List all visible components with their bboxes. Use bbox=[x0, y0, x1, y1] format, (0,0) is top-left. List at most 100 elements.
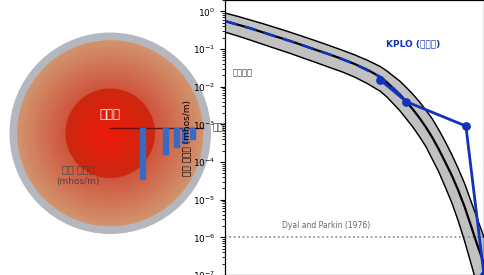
Circle shape bbox=[55, 78, 166, 189]
Circle shape bbox=[10, 33, 210, 233]
Circle shape bbox=[87, 110, 133, 156]
Circle shape bbox=[107, 130, 114, 137]
Circle shape bbox=[96, 119, 124, 148]
Circle shape bbox=[71, 94, 150, 172]
Circle shape bbox=[57, 80, 164, 186]
Circle shape bbox=[109, 132, 111, 134]
Circle shape bbox=[100, 123, 121, 144]
Circle shape bbox=[42, 65, 179, 201]
Circle shape bbox=[33, 56, 188, 211]
Circle shape bbox=[64, 87, 156, 180]
Circle shape bbox=[43, 66, 177, 200]
Circle shape bbox=[79, 102, 141, 164]
Text: 전기 전도도: 전기 전도도 bbox=[62, 164, 94, 174]
Circle shape bbox=[105, 128, 116, 139]
Circle shape bbox=[108, 131, 112, 136]
Circle shape bbox=[92, 115, 129, 152]
Circle shape bbox=[69, 92, 152, 175]
Circle shape bbox=[86, 109, 135, 158]
Circle shape bbox=[18, 41, 203, 226]
Circle shape bbox=[106, 129, 115, 138]
Bar bbox=[182, 128, 187, 142]
Circle shape bbox=[60, 84, 160, 183]
Circle shape bbox=[60, 82, 161, 184]
Circle shape bbox=[94, 117, 126, 149]
Circle shape bbox=[80, 103, 140, 163]
Circle shape bbox=[28, 51, 192, 215]
Bar bbox=[190, 128, 195, 139]
Circle shape bbox=[67, 90, 153, 176]
Circle shape bbox=[34, 57, 186, 210]
Circle shape bbox=[67, 90, 153, 176]
Circle shape bbox=[24, 47, 197, 220]
Circle shape bbox=[61, 85, 159, 182]
Circle shape bbox=[49, 72, 171, 194]
Circle shape bbox=[95, 118, 126, 149]
Y-axis label: 전기 전도도 (mhos/m): 전기 전도도 (mhos/m) bbox=[182, 100, 192, 175]
Text: 예측범위: 예측범위 bbox=[233, 69, 253, 78]
Circle shape bbox=[70, 93, 151, 174]
Text: 달중심: 달중심 bbox=[100, 108, 121, 121]
Circle shape bbox=[102, 125, 119, 142]
Circle shape bbox=[74, 97, 147, 170]
Circle shape bbox=[36, 59, 184, 207]
Circle shape bbox=[54, 77, 167, 190]
Circle shape bbox=[45, 67, 176, 199]
Circle shape bbox=[37, 60, 183, 206]
Circle shape bbox=[73, 96, 148, 171]
Circle shape bbox=[79, 102, 141, 164]
Circle shape bbox=[39, 62, 182, 205]
Circle shape bbox=[88, 111, 132, 155]
Circle shape bbox=[101, 124, 120, 142]
Circle shape bbox=[82, 106, 138, 161]
Circle shape bbox=[46, 70, 174, 197]
Text: (mhos/m): (mhos/m) bbox=[56, 177, 100, 186]
Bar bbox=[174, 128, 179, 147]
Circle shape bbox=[76, 99, 144, 167]
Circle shape bbox=[52, 76, 168, 191]
Circle shape bbox=[56, 79, 165, 188]
Circle shape bbox=[83, 106, 138, 161]
Circle shape bbox=[85, 108, 136, 159]
Circle shape bbox=[104, 127, 117, 140]
Circle shape bbox=[19, 42, 201, 224]
Circle shape bbox=[97, 120, 123, 147]
Circle shape bbox=[27, 50, 194, 216]
Circle shape bbox=[73, 96, 147, 170]
Circle shape bbox=[82, 104, 139, 162]
Circle shape bbox=[75, 97, 146, 169]
Circle shape bbox=[90, 112, 131, 154]
Circle shape bbox=[78, 101, 143, 166]
Circle shape bbox=[30, 53, 191, 214]
Circle shape bbox=[51, 74, 169, 192]
Circle shape bbox=[80, 103, 140, 163]
Circle shape bbox=[97, 120, 123, 146]
Circle shape bbox=[68, 91, 152, 175]
Circle shape bbox=[100, 123, 120, 143]
Point bbox=[377, 78, 384, 82]
Circle shape bbox=[35, 58, 185, 208]
Circle shape bbox=[22, 45, 198, 221]
Circle shape bbox=[87, 110, 134, 156]
Circle shape bbox=[107, 130, 114, 137]
Circle shape bbox=[98, 121, 122, 145]
Circle shape bbox=[85, 108, 136, 159]
Circle shape bbox=[96, 119, 124, 147]
Circle shape bbox=[65, 88, 155, 178]
Circle shape bbox=[105, 128, 116, 139]
Circle shape bbox=[48, 71, 173, 196]
Circle shape bbox=[106, 129, 115, 138]
Circle shape bbox=[91, 113, 130, 153]
Circle shape bbox=[91, 114, 129, 152]
Circle shape bbox=[58, 81, 162, 185]
Circle shape bbox=[77, 100, 144, 167]
Circle shape bbox=[78, 101, 142, 165]
Circle shape bbox=[77, 100, 143, 166]
Circle shape bbox=[94, 117, 127, 150]
Text: 달표면: 달표면 bbox=[213, 124, 229, 133]
Point bbox=[403, 100, 410, 104]
Circle shape bbox=[89, 112, 131, 154]
Circle shape bbox=[81, 104, 139, 162]
Circle shape bbox=[66, 89, 154, 177]
Bar bbox=[163, 128, 167, 154]
